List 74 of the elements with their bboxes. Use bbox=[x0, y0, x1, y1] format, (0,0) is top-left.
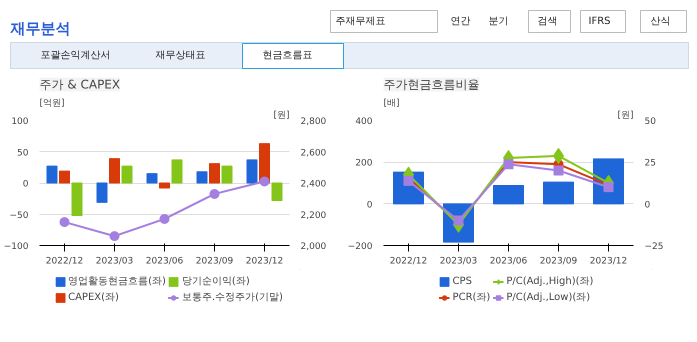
y2-tick-label: 2,200 bbox=[300, 210, 327, 221]
x-tick-label: 2023/12 bbox=[590, 256, 628, 266]
point bbox=[260, 176, 270, 186]
chart-title: 주가 & CAPEX bbox=[40, 78, 120, 92]
y-tick-label: −200 bbox=[348, 242, 373, 252]
bar bbox=[209, 163, 220, 184]
y-tick-label: −50 bbox=[10, 210, 29, 221]
bar bbox=[543, 182, 574, 204]
y-tick-label: 400 bbox=[355, 117, 373, 127]
bar bbox=[159, 182, 170, 188]
bar bbox=[122, 166, 132, 184]
text: 검색 bbox=[538, 16, 558, 27]
y2-tick-label: 2,800 bbox=[300, 117, 327, 127]
point bbox=[60, 217, 70, 228]
y-tick-label: 50 bbox=[17, 148, 29, 158]
legend-label: 보통주.수정주가(기말) bbox=[182, 291, 283, 304]
text: 포괄손익계산서 bbox=[40, 50, 110, 61]
legend-label: P/C(Adj.,Low)(좌) bbox=[506, 291, 590, 304]
text: 재무분석 bbox=[10, 20, 70, 38]
text: 연간 bbox=[450, 16, 470, 27]
y-tick-label: −100 bbox=[4, 242, 29, 252]
bar bbox=[109, 158, 120, 184]
bar bbox=[59, 170, 70, 184]
text: 분기 bbox=[488, 16, 508, 27]
y2-tick-label: 2,600 bbox=[300, 148, 327, 158]
legend-label: PCR(좌) bbox=[452, 291, 490, 304]
text: IFRS bbox=[588, 16, 610, 27]
legend-label: 영업활동현금흐름(좌) bbox=[68, 275, 166, 288]
bar bbox=[146, 173, 158, 184]
point bbox=[160, 214, 170, 224]
bar bbox=[172, 159, 182, 184]
bar bbox=[246, 159, 258, 184]
bar bbox=[196, 171, 208, 184]
x-tick-label: 2023/03 bbox=[440, 256, 478, 266]
x-tick-label: 2022/12 bbox=[390, 256, 428, 266]
x-tick-label: 2022/12 bbox=[46, 256, 84, 266]
legend-label: CAPEX(좌) bbox=[68, 291, 119, 304]
legend-label: P/C(Adj.,High)(좌) bbox=[506, 275, 594, 288]
legend-label: 당기순이익(좌) bbox=[182, 275, 250, 288]
x-tick-label: 2023/12 bbox=[246, 256, 284, 266]
x-tick-label: 2023/03 bbox=[96, 256, 134, 266]
y-tick-label: 100 bbox=[11, 117, 29, 127]
y-axis-title: [배] bbox=[384, 98, 400, 108]
y2-tick-label: 50 bbox=[644, 117, 656, 127]
y2-tick-label: 2,000 bbox=[300, 242, 327, 252]
bar bbox=[96, 182, 108, 203]
x-tick-label: 2023/06 bbox=[146, 256, 184, 266]
y-tick-label: 200 bbox=[355, 158, 373, 169]
y2-tick-label: 0 bbox=[644, 200, 650, 210]
text: 재무상태표 bbox=[156, 50, 206, 61]
y2-tick-label: −25 bbox=[644, 242, 664, 252]
x-tick-label: 2023/09 bbox=[540, 256, 578, 266]
y2-axis-title: [원] bbox=[273, 110, 290, 120]
y-tick-label: 0 bbox=[22, 180, 29, 190]
y-axis-title: [억원] bbox=[40, 98, 65, 108]
bar bbox=[272, 182, 282, 201]
text: 현금흐름표 bbox=[262, 50, 312, 61]
point bbox=[554, 166, 564, 176]
bar bbox=[46, 166, 58, 184]
chart-title: 주가현금흐름비율 bbox=[384, 78, 480, 92]
bar bbox=[72, 182, 82, 216]
y-tick-label: 0 bbox=[366, 200, 373, 210]
bar bbox=[493, 185, 524, 204]
point bbox=[210, 188, 220, 199]
x-tick-label: 2023/09 bbox=[196, 256, 234, 266]
text: 산식 bbox=[650, 16, 670, 27]
y2-axis-title: [원] bbox=[617, 110, 634, 120]
y2-tick-label: 2,400 bbox=[300, 180, 327, 190]
text: 주재무제표 bbox=[336, 16, 386, 27]
point bbox=[110, 231, 120, 242]
y2-tick-label: 25 bbox=[644, 158, 656, 169]
x-tick-label: 2023/06 bbox=[490, 256, 528, 266]
legend-label: CPS bbox=[452, 276, 473, 286]
bar bbox=[222, 166, 232, 184]
